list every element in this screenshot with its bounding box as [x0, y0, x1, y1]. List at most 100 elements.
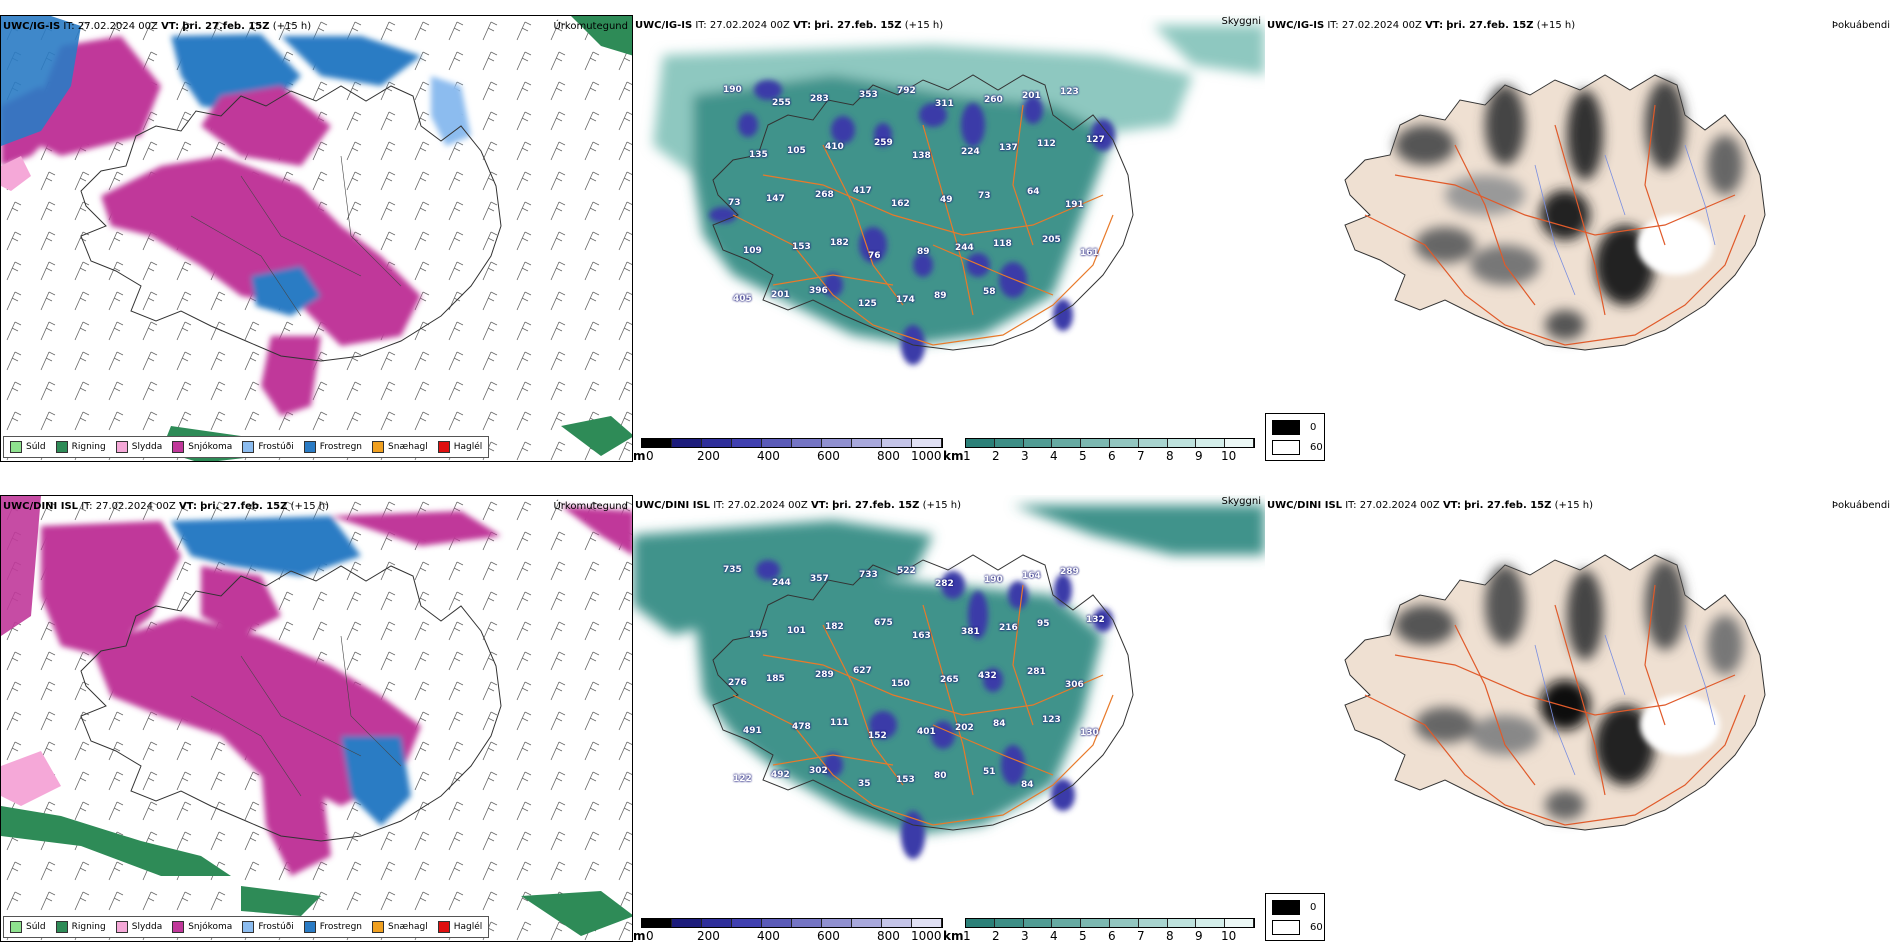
lead-time: (+15 h) — [904, 20, 944, 31]
legend-item: Snjókoma — [172, 441, 232, 453]
legend-swatch — [115, 441, 128, 453]
cloudbase-label: 675 — [874, 618, 893, 628]
visibility-map — [633, 505, 1265, 859]
precip-legend: Súld Rigning Slydda Snjókoma Frostúði Fr… — [3, 916, 490, 938]
cloudbase-label: 163 — [912, 631, 931, 641]
cloudbase-label: 733 — [859, 570, 878, 580]
visibility-panel-bottom: UWC/DINI ISL IT: 27.02.2024 00Z VT: þri.… — [633, 495, 1265, 942]
it-value: 27.02.2024 00Z — [1341, 20, 1422, 31]
legend-swatch — [172, 921, 185, 933]
lead-time: (+15 h) — [922, 500, 962, 511]
vt-label: VT: — [793, 20, 812, 31]
cloudbase-label: 735 — [723, 565, 742, 575]
cloudbase-label: 164 — [1022, 571, 1041, 581]
colorbar-tick: 8 — [1166, 929, 1174, 942]
cloudbase-label: 281 — [1027, 667, 1046, 677]
it-label: IT: — [81, 501, 93, 512]
legend-item: Haglél — [437, 921, 482, 933]
panel-header: UWC/DINI ISL IT: 27.02.2024 00Z VT: þri.… — [1265, 495, 1900, 517]
colorbar-tick: 8 — [1166, 449, 1174, 462]
fog-map — [1344, 554, 1766, 831]
cloudbase-label: 405 — [733, 294, 752, 304]
cloudbase-label: 259 — [874, 138, 893, 148]
cloudbase-label: 792 — [897, 86, 916, 96]
visibility-colorbar: km 1 2 3 4 5 6 7 8 9 10 — [943, 438, 1255, 462]
precip-type-panel-top: UWC/IG-IS IT: 27.02.2024 00Z VT: þri. 27… — [0, 15, 633, 462]
cloudbase-label: 49 — [940, 195, 953, 205]
cloudbase-colorbar: m 0 200 400 600 800 1000 — [633, 918, 943, 942]
cloudbase-label: 35 — [858, 779, 871, 789]
legend-swatch — [1272, 420, 1300, 435]
cloudbase-label: 224 — [961, 147, 980, 157]
colorbar-strip — [641, 918, 943, 928]
legend-item: Slydda — [115, 441, 162, 453]
cloudbase-label: 123 — [1060, 87, 1079, 97]
cloudbase-label: 283 — [810, 94, 829, 104]
colorbar-tick: 7 — [1137, 449, 1145, 462]
legend-swatch — [1272, 900, 1300, 915]
cloudbase-label: 135 — [749, 150, 768, 160]
legend-item: Snæhagl — [372, 921, 428, 933]
cloudbase-label: 89 — [934, 291, 947, 301]
colorbar-tick: 200 — [697, 449, 720, 462]
vt-value: þri. 27.feb. 15Z — [1446, 20, 1534, 31]
legend-swatch — [1272, 920, 1300, 935]
it-label: IT: — [695, 20, 707, 31]
model-name: UWC/DINI ISL — [635, 500, 711, 511]
it-label: IT: — [1345, 500, 1357, 511]
cloudbase-label: 138 — [912, 151, 931, 161]
cloudbase-label: 127 — [1086, 135, 1105, 145]
colorbar-tick: 0 — [646, 449, 654, 462]
cloudbase-label: 216 — [999, 623, 1018, 633]
legend-item: Rigning — [55, 921, 106, 933]
cloudbase-label: 109 — [743, 246, 762, 256]
legend-swatch — [437, 921, 450, 933]
precip-map — [1, 16, 632, 461]
colorbar-tick: 800 — [877, 929, 900, 942]
cloudbase-label: 401 — [917, 727, 936, 737]
model-name: UWC/IG-IS — [1267, 20, 1325, 31]
colorbar-tick: 1 — [963, 449, 971, 462]
cloudbase-label: 89 — [917, 247, 930, 257]
legend-item: Súld — [10, 921, 46, 933]
cloudbase-label: 244 — [772, 578, 791, 588]
cloudbase-label: 64 — [1027, 187, 1040, 197]
model-name: UWC/IG-IS — [635, 20, 693, 31]
cloudbase-label: 302 — [809, 766, 828, 776]
model-name: UWC/DINI ISL — [1267, 500, 1343, 511]
legend-item: Slydda — [115, 921, 162, 933]
legend-swatch — [242, 441, 255, 453]
cloudbase-label: 105 — [787, 146, 806, 156]
legend-item: Súld — [10, 441, 46, 453]
colorbar-tick: 0 — [646, 929, 654, 942]
cloudbase-label: 396 — [809, 286, 828, 296]
fog-legend: 0 60 — [1265, 413, 1325, 461]
colorbar-tick: 9 — [1195, 929, 1203, 942]
colorbar-tick: 5 — [1079, 929, 1087, 942]
precip-type-panel-bottom: UWC/DINI ISL IT: 27.02.2024 00Z VT: þri.… — [0, 495, 633, 942]
cloudbase-label: 80 — [934, 771, 947, 781]
cloudbase-label: 112 — [1037, 139, 1056, 149]
cloudbase-label: 195 — [749, 630, 768, 640]
cloudbase-label: 152 — [868, 731, 887, 741]
vt-label: VT: — [810, 500, 829, 511]
legend-swatch — [1272, 440, 1300, 455]
colorbar-tick: 6 — [1108, 449, 1116, 462]
cloudbase-label: 244 — [955, 243, 974, 253]
legend-swatch — [303, 921, 316, 933]
precip-legend: Súld Rigning Slydda Snjókoma Frostúði Fr… — [3, 436, 490, 458]
cloudbase-label: 202 — [955, 723, 974, 733]
cloudbase-label: 111 — [830, 718, 849, 728]
visibility-map — [653, 25, 1265, 365]
legend-swatch — [372, 441, 385, 453]
cloudbase-label: 410 — [825, 142, 844, 152]
cloudbase-label: 118 — [993, 239, 1012, 249]
fog-map — [1344, 74, 1766, 351]
colorbar-unit: m — [633, 449, 646, 462]
cloudbase-label: 492 — [771, 770, 790, 780]
colorbar-tick: 3 — [1021, 929, 1029, 942]
lead-time: (+15 h) — [272, 21, 312, 32]
cloudbase-label: 130 — [1080, 728, 1099, 738]
vt-value: þri. 27.feb. 15Z — [814, 20, 902, 31]
colorbar-unit: km — [943, 449, 964, 462]
